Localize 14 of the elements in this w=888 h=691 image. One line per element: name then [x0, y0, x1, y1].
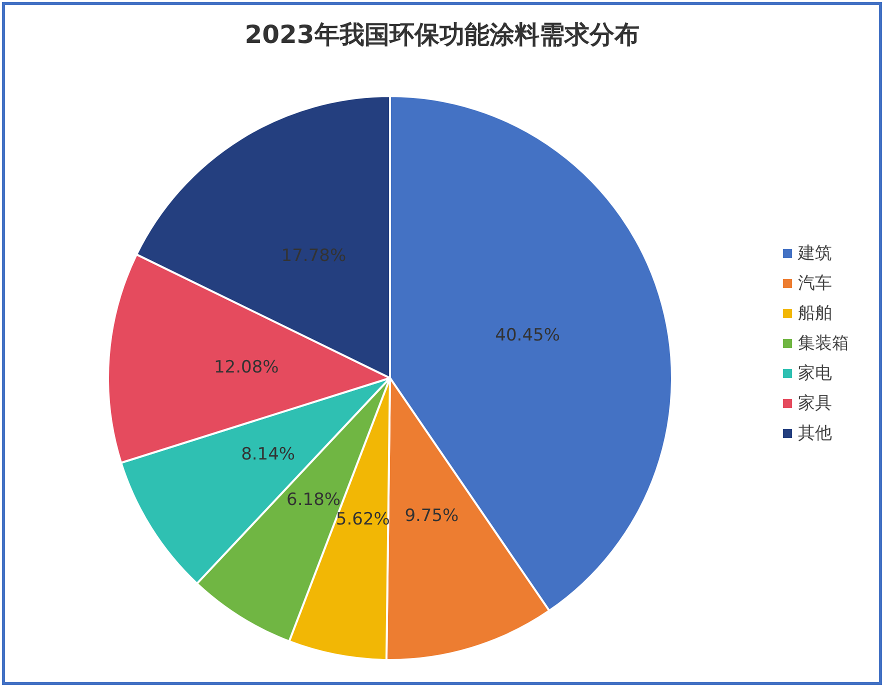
legend-label: 集装箱: [798, 334, 849, 354]
legend-label: 建筑: [797, 244, 832, 264]
legend-label: 家电: [798, 364, 832, 384]
legend-label: 汽车: [798, 274, 832, 294]
legend-label: 其他: [798, 424, 832, 444]
data-label: 8.14%: [241, 444, 296, 465]
legend-label: 家具: [798, 394, 832, 414]
data-label: 6.18%: [286, 490, 341, 510]
chart-title: 2023年我国环保功能涂料需求分布: [244, 20, 640, 49]
data-label: 9.75%: [404, 506, 459, 526]
data-label: 17.78%: [281, 246, 346, 266]
data-label: 12.08%: [214, 357, 279, 378]
data-label: 40.45%: [495, 325, 560, 346]
legend-label: 船舶: [798, 304, 832, 324]
